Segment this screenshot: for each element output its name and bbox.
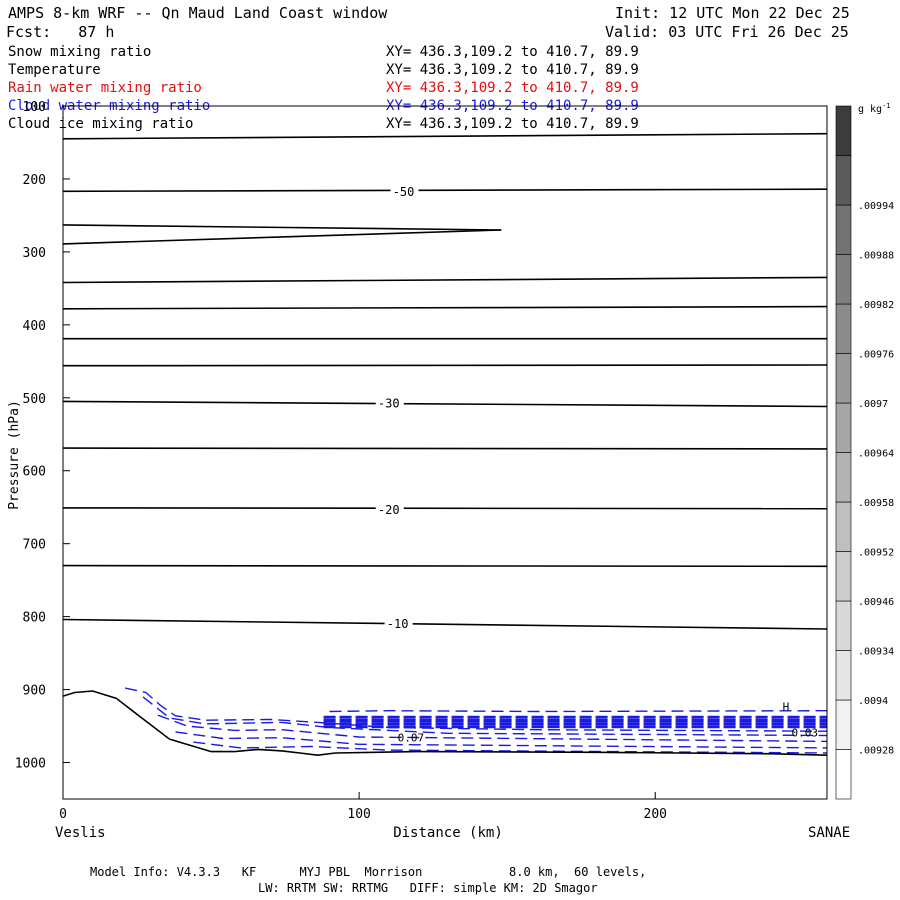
contour-label-background: [384, 616, 413, 630]
model-info-line1: Model Info: V4.3.3 KF MYJ PBL Morrison 8…: [90, 865, 647, 879]
temperature-contour: [62, 276, 828, 284]
field-xy-temperature: XY= 436.3,109.2 to 410.7, 89.9: [386, 62, 639, 78]
colorbar-level-label: .00988: [858, 251, 894, 262]
field-annotation: 0.07: [398, 732, 425, 745]
terrain-layer: 0.07 H 0.03: [62, 690, 828, 757]
colorbar: .00928 .0094 .00934 .00946 .00952 .00958 .0096…: [835, 105, 894, 800]
cloud-water-layer: [125, 687, 828, 754]
axes: [62, 105, 828, 800]
colorbar-segment: [835, 155, 852, 206]
temperature-contour: [62, 364, 828, 367]
colorbar-segment: [835, 749, 852, 800]
x-axis-label: Distance (km): [393, 825, 503, 841]
colorbar-segment: [835, 501, 852, 552]
temperature-contour-label: -20: [378, 503, 400, 517]
colorbar-level-label: .00952: [858, 548, 894, 559]
temperature-contour: [62, 229, 502, 245]
x-tick-label: 100: [347, 807, 370, 822]
temperature-contour-label: -10: [387, 617, 409, 631]
tick-labels: 100 200 300 400 500 600 700 800 900 1000 0 100 200: [15, 100, 667, 822]
temperature-contour: [62, 400, 828, 408]
colorbar-level-label: .0097: [858, 399, 888, 410]
plot-frame: [62, 105, 828, 800]
forecast-hour: Fcst: 87 h: [6, 23, 115, 41]
colorbar-segment: [835, 402, 852, 453]
field-xy-cloud-ice: XY= 436.3,109.2 to 410.7, 89.9: [386, 116, 639, 132]
field-annotation: 0.03: [791, 727, 818, 740]
colorbar-segment: [835, 254, 852, 305]
model-info-line2: LW: RRTM SW: RRTMG DIFF: simple KM: 2D S…: [258, 881, 598, 895]
colorbar-segment: [835, 600, 852, 651]
y-tick-label: 200: [23, 173, 46, 188]
y-axis-label: Pressure (hPa): [7, 400, 22, 510]
terrain-line: [62, 690, 828, 757]
chart-title: AMPS 8-km WRF -- Qn Maud Land Coast wind…: [8, 4, 388, 22]
colorbar-level-label: .00934: [858, 647, 894, 658]
colorbar-level-label: .00976: [858, 350, 894, 361]
init-time: Init: 12 UTC Mon 22 Dec 25: [615, 4, 850, 22]
y-tick-label: 800: [23, 611, 46, 626]
temperature-layer: -50 -30 -20 -10: [62, 132, 828, 631]
field-name-rain: Rain water mixing ratio: [8, 80, 202, 96]
y-tick-label: 100: [23, 100, 46, 115]
temperature-contour-label: -50: [393, 185, 415, 199]
temperature-contour: [62, 618, 828, 630]
field-name-cloud-ice: Cloud ice mixing ratio: [8, 116, 194, 132]
colorbar-segment: [835, 303, 852, 354]
cloud-water-contour: [329, 709, 828, 713]
field-name-temperature: Temperature: [8, 62, 101, 78]
colorbar-segment: [835, 105, 852, 156]
field-annotation: H: [783, 700, 790, 713]
colorbar-level-label: .0094: [858, 696, 888, 707]
colorbar-level-label: .00946: [858, 597, 894, 608]
colorbar-level-label: .00928: [858, 746, 894, 757]
colorbar-segment: [835, 650, 852, 701]
y-tick-label: 600: [23, 465, 46, 480]
y-tick-label: 1000: [15, 757, 46, 772]
valid-time: Valid: 03 UTC Fri 26 Dec 25: [605, 23, 849, 41]
field-name-snow: Snow mixing ratio: [8, 44, 152, 60]
cloud-water-band-layer: [323, 715, 827, 729]
colorbar-level-label: .00958: [858, 498, 894, 509]
colorbar-segment: [835, 204, 852, 255]
temperature-contour: [62, 188, 828, 193]
x-tick-label: 200: [644, 807, 667, 822]
temperature-contour-label: -30: [378, 397, 400, 411]
cloud-water-contour: [142, 696, 828, 737]
temperature-contour: [62, 507, 828, 510]
cloud-water-contour: [193, 741, 828, 754]
colorbar-segment: [835, 452, 852, 503]
field-xy-rain: XY= 436.3,109.2 to 410.7, 89.9: [386, 80, 639, 96]
colorbar-unit-exponent: -1: [882, 102, 890, 110]
y-tick-label: 500: [23, 392, 46, 407]
temperature-contour: [62, 132, 828, 140]
colorbar-level-label: .00982: [858, 300, 894, 311]
colorbar-segment: [835, 551, 852, 602]
cloud-water-contour: [157, 714, 828, 743]
colorbar-level-label: .00964: [858, 449, 894, 460]
field-xy-snow: XY= 436.3,109.2 to 410.7, 89.9: [386, 44, 639, 60]
y-tick-label: 700: [23, 538, 46, 553]
temperature-contour: [62, 224, 502, 231]
y-tick-label: 400: [23, 319, 46, 334]
colorbar-unit-prefix: g kg: [858, 104, 882, 115]
colorbar-level-label: .00994: [858, 201, 894, 212]
temperature-contour: [62, 447, 828, 450]
contour-label-background: [375, 503, 404, 517]
right-endpoint-label: SANAE: [808, 825, 850, 841]
y-tick-label: 300: [23, 246, 46, 261]
colorbar-segment: [835, 353, 852, 404]
colorbar-unit: g kg-1: [858, 102, 891, 115]
temperature-contour: [62, 564, 828, 568]
x-tick-label: 0: [59, 807, 67, 822]
cloud-water-contour: [125, 687, 828, 732]
colorbar-segment: [835, 699, 852, 750]
y-tick-label: 900: [23, 684, 46, 699]
left-endpoint-label: Veslis: [55, 825, 106, 841]
contour-label-background: [390, 185, 419, 199]
contour-label-background: [375, 396, 404, 410]
temperature-contour: [62, 305, 828, 310]
